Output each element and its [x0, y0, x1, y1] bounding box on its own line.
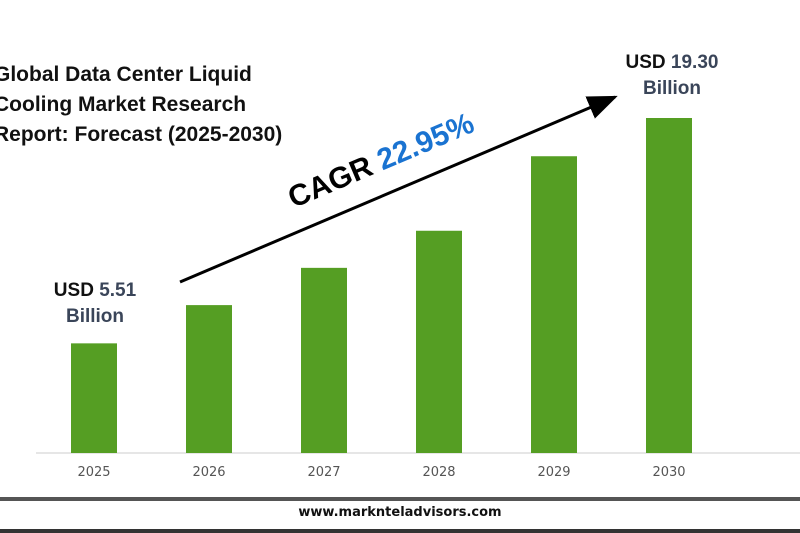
end-value: 19.30 — [670, 52, 719, 73]
end-value-label: USD 19.30 Billion — [602, 50, 742, 102]
cagr-arrow — [179, 95, 618, 284]
bar-2028 — [416, 230, 462, 453]
footer-divider — [0, 497, 800, 501]
bar-2029 — [531, 156, 577, 454]
x-tick-label: 2030 — [652, 465, 685, 480]
start-prefix: USD — [53, 280, 94, 301]
bar-2025 — [71, 343, 117, 453]
footer-url: www.marknteladvisors.com — [298, 505, 502, 520]
start-suffix: Billion — [65, 306, 125, 327]
x-tick-label: 2025 — [77, 465, 110, 480]
bar-2030 — [646, 118, 692, 453]
bottom-border — [0, 529, 800, 533]
end-prefix: USD — [625, 52, 666, 73]
start-value: 5.51 — [99, 280, 137, 301]
chart-title: Global Data Center Liquid Cooling Market… — [0, 63, 283, 146]
x-tick-label: 2027 — [307, 465, 340, 480]
x-tick-label: 2028 — [422, 465, 455, 480]
x-tick-label: 2026 — [192, 465, 225, 480]
start-value-label: USD 5.51 Billion — [30, 278, 160, 330]
end-suffix: Billion — [642, 78, 702, 99]
bar-2026 — [186, 305, 232, 453]
bar-2027 — [301, 267, 347, 453]
x-tick-label: 2029 — [537, 465, 570, 480]
